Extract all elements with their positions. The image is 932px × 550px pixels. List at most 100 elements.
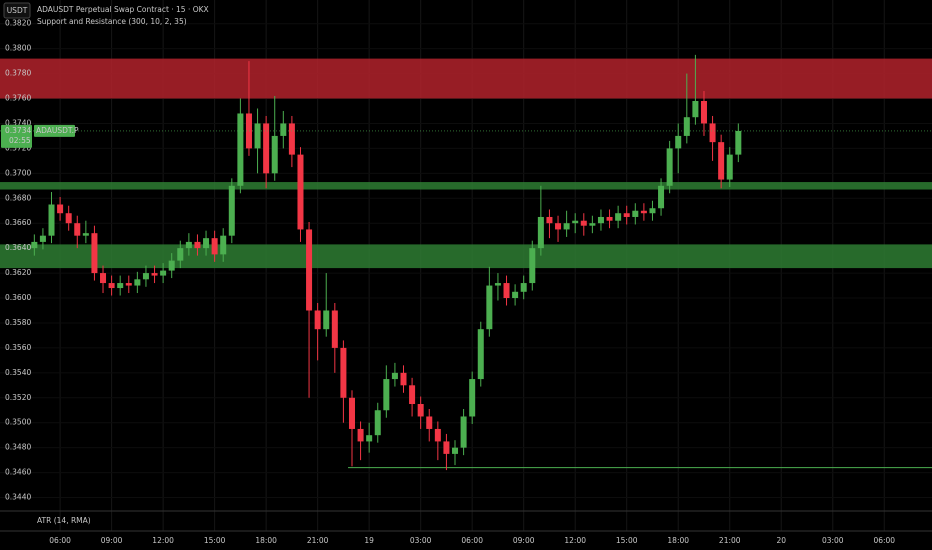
x-tick-label: 12:00: [152, 536, 174, 545]
candle-body: [658, 185, 665, 209]
y-tick-label: 0.3560: [5, 343, 31, 352]
candle-body: [82, 233, 89, 236]
symbol-box: [34, 124, 75, 137]
x-tick-label: 03:00: [822, 536, 844, 545]
candle-body: [323, 310, 330, 330]
candle-body: [125, 283, 132, 286]
candle-body: [306, 229, 313, 311]
candle-body: [443, 441, 450, 454]
candle-body: [580, 220, 587, 226]
y-tick-label: 0.3580: [5, 318, 31, 327]
y-tick-label: 0.3440: [5, 493, 31, 502]
candle-body: [726, 154, 733, 180]
x-tick-label: 06:00: [873, 536, 895, 545]
candle-body: [220, 235, 227, 255]
candle-body: [494, 283, 501, 286]
y-tick-label: 0.3520: [5, 393, 31, 402]
candle-body: [503, 283, 510, 299]
candle-body: [100, 273, 107, 284]
overlay-layer: 06:00 09:00 12:00 15:00 18:00 21:00 19 03:00 06:…: [0, 19, 932, 545]
candle-body: [194, 241, 201, 249]
y-tick-label: 0.3820: [5, 19, 31, 28]
countdown-label: 02:55: [9, 136, 31, 145]
candle-body: [31, 241, 38, 249]
y-tick-label: 0.3480: [5, 443, 31, 452]
sr-zone: [0, 244, 932, 269]
candle-body: [314, 310, 321, 330]
candle-body: [675, 135, 682, 149]
candle-body: [632, 210, 639, 217]
candle-body: [39, 235, 46, 242]
candle-body: [572, 220, 579, 224]
y-tick-label: 0.3780: [5, 69, 31, 78]
candle-body: [74, 223, 81, 236]
candle-body: [546, 216, 553, 224]
candle-body: [203, 238, 210, 249]
y-tick-label: 0.3620: [5, 268, 31, 277]
candle-body: [615, 213, 622, 221]
candle-body: [555, 223, 562, 230]
symbol-label: ADAUSDT.P: [36, 126, 79, 135]
x-tick-label: 20: [776, 536, 786, 545]
y-tick-label: 0.3640: [5, 243, 31, 252]
currency-label[interactable]: USDT: [7, 6, 28, 15]
candle-body: [48, 204, 55, 236]
y-tick-label: 0.3600: [5, 293, 31, 302]
candle-body: [91, 233, 98, 274]
candle-body: [460, 416, 467, 448]
candle-body: [297, 154, 304, 230]
candle-body: [374, 410, 381, 436]
x-tick-label: 06:00: [49, 536, 71, 545]
currency-button[interactable]: [3, 2, 31, 19]
y-tick-label: 0.3680: [5, 193, 31, 202]
candle-body: [263, 123, 270, 174]
candle-body: [57, 204, 64, 214]
last-price-label: 0.3734: [5, 126, 31, 135]
candle-body: [426, 416, 433, 429]
candle-body: [271, 135, 278, 174]
candle-body: [469, 379, 476, 417]
candle-body: [452, 447, 459, 454]
candle-body: [177, 248, 184, 261]
candle-body: [597, 216, 604, 224]
candle-body: [512, 291, 519, 299]
candle-body: [589, 223, 596, 226]
last-price-box: [1, 124, 32, 148]
chart-title: ADAUSDT Perpetual Swap Contract · 15 · O…: [37, 5, 209, 14]
indicator-label: Support and Resistance (300, 10, 2, 35): [37, 17, 187, 26]
candle-body: [434, 428, 441, 442]
candle-body: [400, 372, 407, 386]
candle-body: [254, 123, 261, 149]
candle-body: [228, 185, 235, 236]
sr-zone: [0, 182, 932, 190]
candle-body: [151, 273, 158, 276]
candle-body: [142, 273, 149, 280]
candle-body: [477, 329, 484, 380]
y-tick-label: 0.3540: [5, 368, 31, 377]
x-tick-label: 09:00: [101, 536, 123, 545]
candle-body: [168, 260, 175, 271]
candle-body: [108, 283, 115, 289]
candle-body: [211, 238, 218, 255]
candle-body: [366, 435, 373, 442]
x-tick-label: 18:00: [667, 536, 689, 545]
candle-body: [649, 208, 656, 214]
candle-body: [666, 148, 673, 186]
candle-body: [391, 372, 398, 380]
candle-body: [134, 279, 141, 286]
candle-body: [348, 397, 355, 429]
x-tick-label: 03:00: [410, 536, 432, 545]
candle-body: [288, 123, 295, 155]
candle-body: [65, 213, 72, 224]
lower-indicator: ATR (14, RMA): [37, 516, 91, 525]
y-tick-label: 0.3760: [5, 94, 31, 103]
candle-body: [563, 223, 570, 230]
candle-body: [718, 142, 725, 180]
x-tick-label: 09:00: [513, 536, 535, 545]
y-tick-label: 0.3700: [5, 168, 31, 177]
candle-body: [606, 216, 613, 221]
candle-body: [357, 428, 364, 442]
candle-body: [160, 270, 167, 276]
candle-body: [409, 385, 416, 405]
